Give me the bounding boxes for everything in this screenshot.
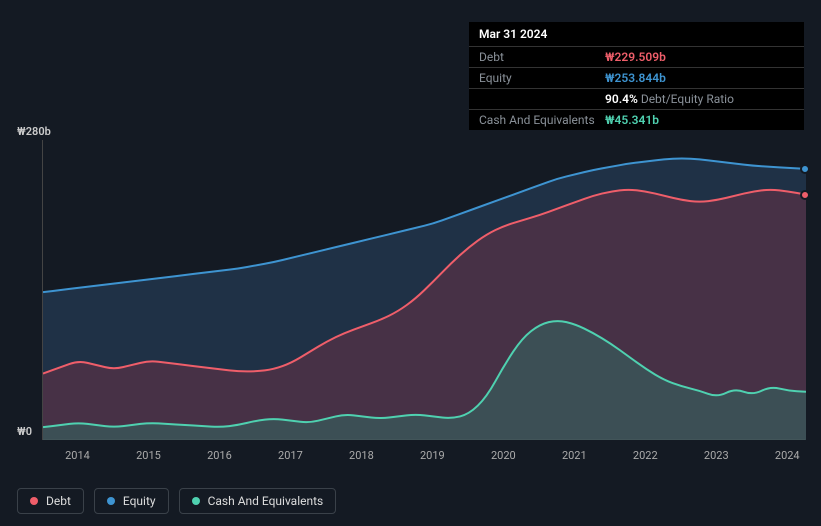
legend-item-label: Cash And Equivalents (208, 494, 324, 508)
tooltip-row: Debt₩229.509b (469, 46, 804, 67)
tooltip-row-value: ₩229.509b (605, 50, 666, 64)
tooltip-row: Equity₩253.844b (469, 67, 804, 88)
chart-legend: Debt Equity Cash And Equivalents (17, 488, 336, 514)
x-axis-tick: 2022 (633, 449, 658, 462)
x-axis-tick: 2020 (491, 449, 516, 462)
legend-dot-icon (30, 497, 38, 505)
x-axis-tick: 2024 (775, 449, 800, 462)
tooltip-row: 90.4% Debt/Equity Ratio (469, 88, 804, 109)
tooltip-row-value: 90.4% Debt/Equity Ratio (605, 92, 734, 106)
x-axis-tick: 2018 (349, 449, 374, 462)
tooltip-date: Mar 31 2024 (469, 22, 804, 46)
series-end-dot (800, 190, 810, 200)
y-axis-label-max: ₩280b (17, 125, 51, 138)
tooltip-row-label: Equity (479, 71, 605, 85)
x-axis-tick: 2014 (65, 449, 90, 462)
x-axis-ticks: 2014 2015 2016 2017 2018 2019 2020 2021 2022 2023… (42, 445, 805, 465)
tooltip-row-value: ₩253.844b (605, 71, 666, 85)
x-axis-tick: 2023 (704, 449, 729, 462)
chart-plot[interactable] (42, 140, 805, 440)
legend-item[interactable]: Equity (94, 488, 169, 514)
x-axis-tick: 2015 (136, 449, 161, 462)
legend-item-label: Equity (123, 494, 156, 508)
tooltip-row-label: Debt (479, 50, 605, 64)
legend-item-label: Debt (46, 494, 71, 508)
series-end-dot (800, 164, 810, 174)
chart-area: ₩280b ₩0 2014 2015 2016 2017 2018 2019 2020 202… (17, 125, 807, 465)
legend-item[interactable]: Cash And Equivalents (179, 488, 337, 514)
legend-dot-icon (107, 497, 115, 505)
legend-dot-icon (192, 497, 200, 505)
chart-tooltip: Mar 31 2024 Debt₩229.509bEquity₩253.844b… (469, 22, 804, 130)
legend-item[interactable]: Debt (17, 488, 84, 514)
x-axis-tick: 2021 (562, 449, 587, 462)
y-axis-label-min: ₩0 (17, 425, 32, 438)
tooltip-row-label (479, 92, 605, 106)
x-axis-tick: 2019 (420, 449, 445, 462)
x-axis-tick: 2016 (207, 449, 232, 462)
x-axis-tick: 2017 (278, 449, 303, 462)
